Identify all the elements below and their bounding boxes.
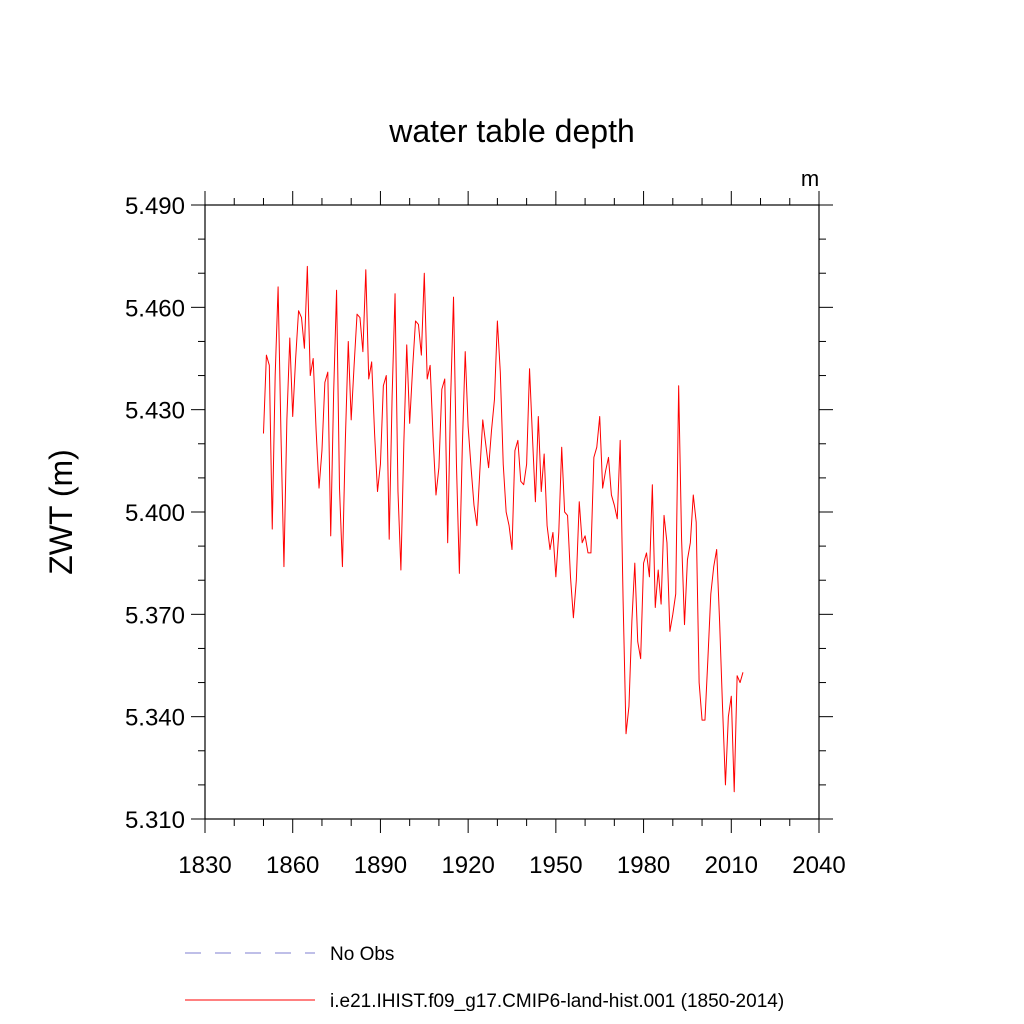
units-label: m xyxy=(801,166,819,191)
y-tick-label: 5.340 xyxy=(125,705,185,732)
x-axis: 1830 1860 1890 1920 1950 1980 2010 2040 xyxy=(178,191,846,879)
y-tick-label: 5.400 xyxy=(125,500,185,527)
x-tick-label: 2040 xyxy=(792,852,845,879)
series-line-1 xyxy=(262,265,744,793)
y-tick-label: 5.370 xyxy=(125,602,185,629)
x-tick-label: 1980 xyxy=(617,852,670,879)
y-tick-label: 5.310 xyxy=(125,807,185,834)
y-tick-label: 5.460 xyxy=(125,295,185,322)
y-axis-label: ZWT (m) xyxy=(43,449,79,575)
y-tick-label: 5.430 xyxy=(125,398,185,425)
y-axis: 5.310 5.340 5.370 5.400 5.430 5.460 5.490 xyxy=(125,193,833,834)
chart-title: water table depth xyxy=(388,113,635,149)
legend-label-model: i.e21.IHIST.f09_g17.CMIP6-land-hist.001 … xyxy=(330,991,784,1012)
legend-label-no-obs: No Obs xyxy=(330,944,394,965)
y-tick-label: 5.490 xyxy=(125,193,185,220)
plot-frame xyxy=(204,204,820,820)
x-tick-label: 1860 xyxy=(266,852,319,879)
x-tick-label: 1890 xyxy=(354,852,407,879)
legend: No Obs i.e21.IHIST.f09_g17.CMIP6-land-hi… xyxy=(185,944,784,1012)
x-tick-label: 1950 xyxy=(529,852,582,879)
x-tick-label: 2010 xyxy=(705,852,758,879)
x-tick-label: 1920 xyxy=(441,852,494,879)
x-tick-label: 1830 xyxy=(178,852,231,879)
plot-area xyxy=(262,265,744,793)
